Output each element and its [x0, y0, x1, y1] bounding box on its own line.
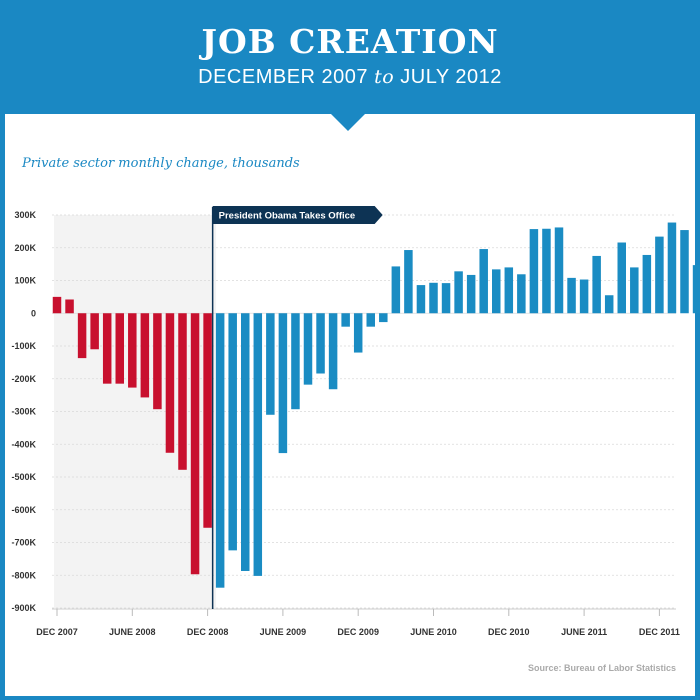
- bar: [667, 222, 677, 314]
- bar: [266, 313, 275, 415]
- bar: [604, 295, 614, 314]
- bar: [165, 313, 175, 453]
- bar: [492, 269, 501, 314]
- source-note: Source: Bureau of Labor Statistics: [528, 663, 676, 673]
- bar: [554, 227, 564, 314]
- page-subtitle: DECEMBER 2007 to JULY 2012: [0, 66, 700, 89]
- subtitle-to: to: [374, 66, 395, 88]
- bar: [128, 313, 137, 388]
- y-tick-label: -700K: [11, 538, 36, 548]
- bar: [253, 313, 263, 576]
- bar: [65, 299, 74, 314]
- bar: [328, 313, 338, 390]
- chart-subtitle: Private sector monthly change, thousands: [21, 156, 300, 171]
- bar: [404, 250, 413, 314]
- bar: [379, 313, 388, 323]
- y-tick-label: -100K: [11, 341, 36, 351]
- x-tick-label: JUNE 2008: [109, 627, 156, 637]
- y-tick-label: -500K: [11, 472, 36, 482]
- y-tick-label: -600K: [11, 505, 36, 515]
- subtitle-start: DECEMBER 2007: [198, 66, 369, 88]
- bar: [278, 313, 288, 454]
- bar: [102, 313, 112, 384]
- bar: [366, 313, 375, 327]
- bar: [153, 313, 162, 410]
- bar: [416, 285, 426, 314]
- x-tick-label: DEC 2008: [187, 627, 229, 637]
- y-tick-label: 300K: [14, 210, 36, 220]
- y-tick-label: 200K: [14, 243, 36, 253]
- x-tick-label: DEC 2011: [639, 627, 680, 637]
- bar: [203, 313, 212, 528]
- bar: [454, 271, 463, 314]
- y-tick-label: -400K: [11, 439, 36, 449]
- header-notch: [330, 113, 366, 131]
- bar: [140, 313, 150, 398]
- bar: [190, 313, 200, 575]
- bar: [680, 230, 689, 314]
- bar: [642, 254, 652, 314]
- bar: [504, 267, 514, 314]
- y-tick-label: -200K: [11, 374, 36, 384]
- bar: [115, 313, 124, 384]
- bar: [178, 313, 187, 470]
- bar: [291, 313, 300, 410]
- x-tick-label: JUNE 2010: [410, 627, 457, 637]
- bar: [353, 313, 363, 353]
- x-tick-label: DEC 2009: [337, 627, 379, 637]
- page-title: JOB CREATION: [201, 22, 499, 61]
- x-tick-label: DEC 2007: [36, 627, 78, 637]
- bar: [241, 313, 250, 571]
- bar: [466, 274, 476, 314]
- y-tick-label: 0: [31, 308, 36, 318]
- y-tick-label: -800K: [11, 570, 36, 580]
- bar: [52, 296, 62, 314]
- annotation-label: President Obama Takes Office: [219, 211, 356, 222]
- bar: [77, 313, 87, 359]
- annotation-flag: [212, 206, 383, 224]
- y-tick-label: -300K: [11, 407, 36, 417]
- subtitle-end: JULY 2012: [400, 66, 502, 88]
- bar: [303, 313, 313, 385]
- x-tick-label: DEC 2010: [488, 627, 530, 637]
- bar: [579, 279, 589, 314]
- bar: [391, 266, 401, 314]
- bar: [567, 277, 576, 314]
- x-tick-label: JUNE 2009: [260, 627, 307, 637]
- y-tick-label: -900K: [11, 603, 36, 613]
- bar: [228, 313, 237, 551]
- bar: [517, 274, 526, 314]
- x-tick-label: JUNE 2011: [561, 627, 607, 637]
- bar: [592, 255, 601, 314]
- bar: [429, 282, 438, 314]
- bar: [316, 313, 325, 374]
- bar: [215, 313, 225, 588]
- bar: [529, 229, 539, 314]
- bar: [341, 313, 350, 327]
- bar: [692, 265, 700, 314]
- bar: [542, 228, 551, 314]
- bar: [630, 267, 639, 314]
- bar: [617, 242, 626, 314]
- y-tick-label: 100K: [14, 276, 36, 286]
- bar: [441, 283, 451, 314]
- bar: [479, 249, 488, 314]
- bar: [90, 313, 99, 350]
- bar: [655, 236, 664, 314]
